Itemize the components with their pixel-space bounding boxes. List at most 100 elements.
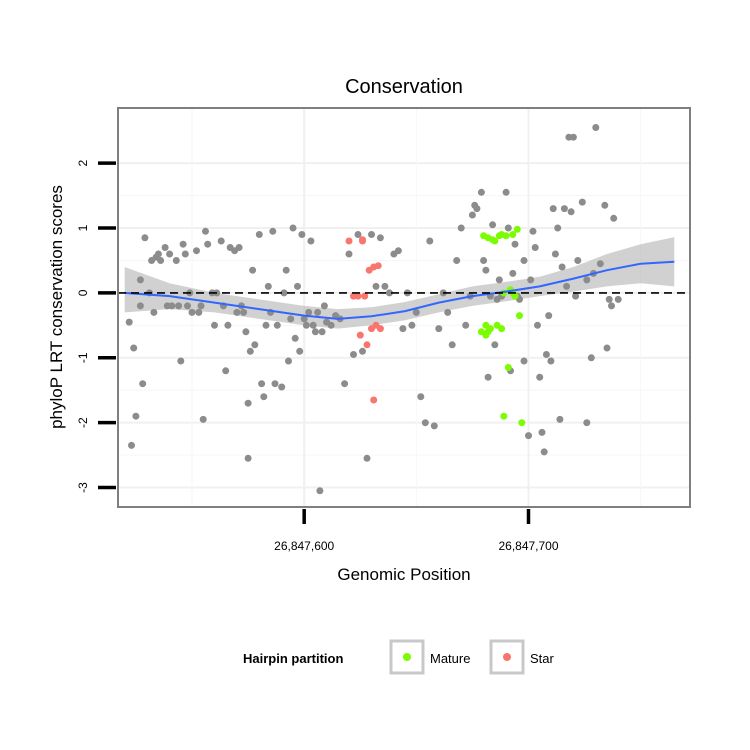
legend-label-mature: Mature	[430, 651, 470, 666]
star-point	[370, 396, 378, 404]
other-point	[273, 321, 281, 329]
other-point	[520, 357, 528, 365]
other-point	[554, 224, 562, 232]
other-point	[150, 308, 158, 316]
other-point	[468, 211, 476, 219]
other-point	[240, 308, 248, 316]
other-point	[249, 266, 257, 274]
other-point	[363, 454, 371, 462]
other-point	[269, 227, 277, 235]
other-point	[482, 266, 490, 274]
other-point	[540, 448, 548, 456]
x-axis-title: Genomic Position	[337, 565, 470, 584]
other-point	[567, 208, 575, 216]
other-point	[161, 244, 169, 251]
other-point	[282, 266, 290, 274]
other-point	[316, 487, 324, 495]
other-point	[444, 308, 452, 316]
other-point	[525, 432, 532, 440]
other-point	[502, 188, 510, 196]
other-point	[235, 244, 243, 251]
y-tick-label: -1	[76, 352, 90, 363]
other-point	[614, 295, 622, 303]
other-point	[408, 321, 416, 329]
y-tick-label: 1	[76, 224, 90, 231]
other-point	[511, 240, 519, 248]
other-point	[193, 247, 200, 255]
mature-point	[498, 325, 506, 333]
other-point	[136, 276, 144, 284]
other-point	[217, 237, 225, 245]
other-point	[376, 234, 384, 242]
other-point	[435, 325, 443, 333]
legend-title: Hairpin partition	[243, 651, 343, 666]
other-point	[128, 441, 135, 449]
legend-key-box	[389, 639, 425, 675]
other-point	[547, 357, 555, 365]
other-point	[448, 341, 456, 349]
other-point	[195, 308, 203, 316]
other-point	[531, 244, 539, 251]
other-point	[542, 351, 550, 358]
other-point	[569, 133, 577, 141]
other-point	[574, 257, 582, 264]
other-point	[188, 308, 196, 316]
other-point	[341, 380, 349, 388]
other-point	[473, 205, 481, 213]
other-point	[307, 237, 315, 245]
star-point	[354, 292, 362, 300]
other-point	[255, 231, 263, 238]
other-point	[551, 250, 559, 258]
other-point	[385, 289, 393, 297]
other-point	[305, 308, 313, 316]
y-axis-title: phyloP LRT conservation scores	[47, 185, 66, 429]
other-point	[204, 240, 212, 248]
other-point	[430, 422, 438, 430]
other-point	[587, 354, 595, 362]
other-point	[132, 412, 140, 420]
other-point	[251, 341, 259, 349]
other-point	[177, 357, 185, 365]
other-point	[291, 334, 299, 342]
other-point	[583, 276, 591, 284]
other-point	[426, 237, 434, 245]
x-tick-label: 26,847,700	[498, 539, 558, 553]
y-tick-label: -2	[76, 417, 90, 428]
star-point	[356, 331, 364, 339]
y-tick-label: 0	[76, 289, 90, 296]
other-point	[368, 231, 375, 238]
star-point	[359, 236, 366, 244]
mature-point	[500, 412, 508, 420]
legend-key-star	[503, 653, 511, 661]
other-point	[294, 282, 301, 290]
other-point	[181, 250, 189, 258]
other-point	[477, 188, 485, 196]
other-point	[520, 257, 528, 264]
star-point	[345, 237, 353, 245]
other-point	[399, 325, 407, 333]
other-point	[280, 289, 288, 297]
other-point	[298, 231, 306, 238]
other-point	[309, 321, 317, 329]
other-point	[222, 367, 230, 375]
other-point	[350, 351, 357, 358]
other-point	[314, 308, 322, 316]
other-point	[417, 393, 425, 401]
other-point	[264, 282, 272, 290]
other-point	[318, 328, 326, 336]
chart-title: Conservation	[345, 76, 463, 98]
other-point	[495, 276, 503, 284]
other-point	[489, 221, 497, 229]
mature-point	[518, 419, 526, 427]
legend-label-star: Star	[530, 651, 555, 666]
other-point	[136, 302, 144, 310]
other-point	[359, 347, 366, 355]
star-point	[374, 262, 382, 270]
star-point	[376, 325, 384, 333]
legend: Hairpin partition Mature Star	[243, 639, 555, 675]
other-point	[244, 399, 252, 407]
other-point	[287, 315, 295, 323]
other-point	[480, 257, 488, 264]
